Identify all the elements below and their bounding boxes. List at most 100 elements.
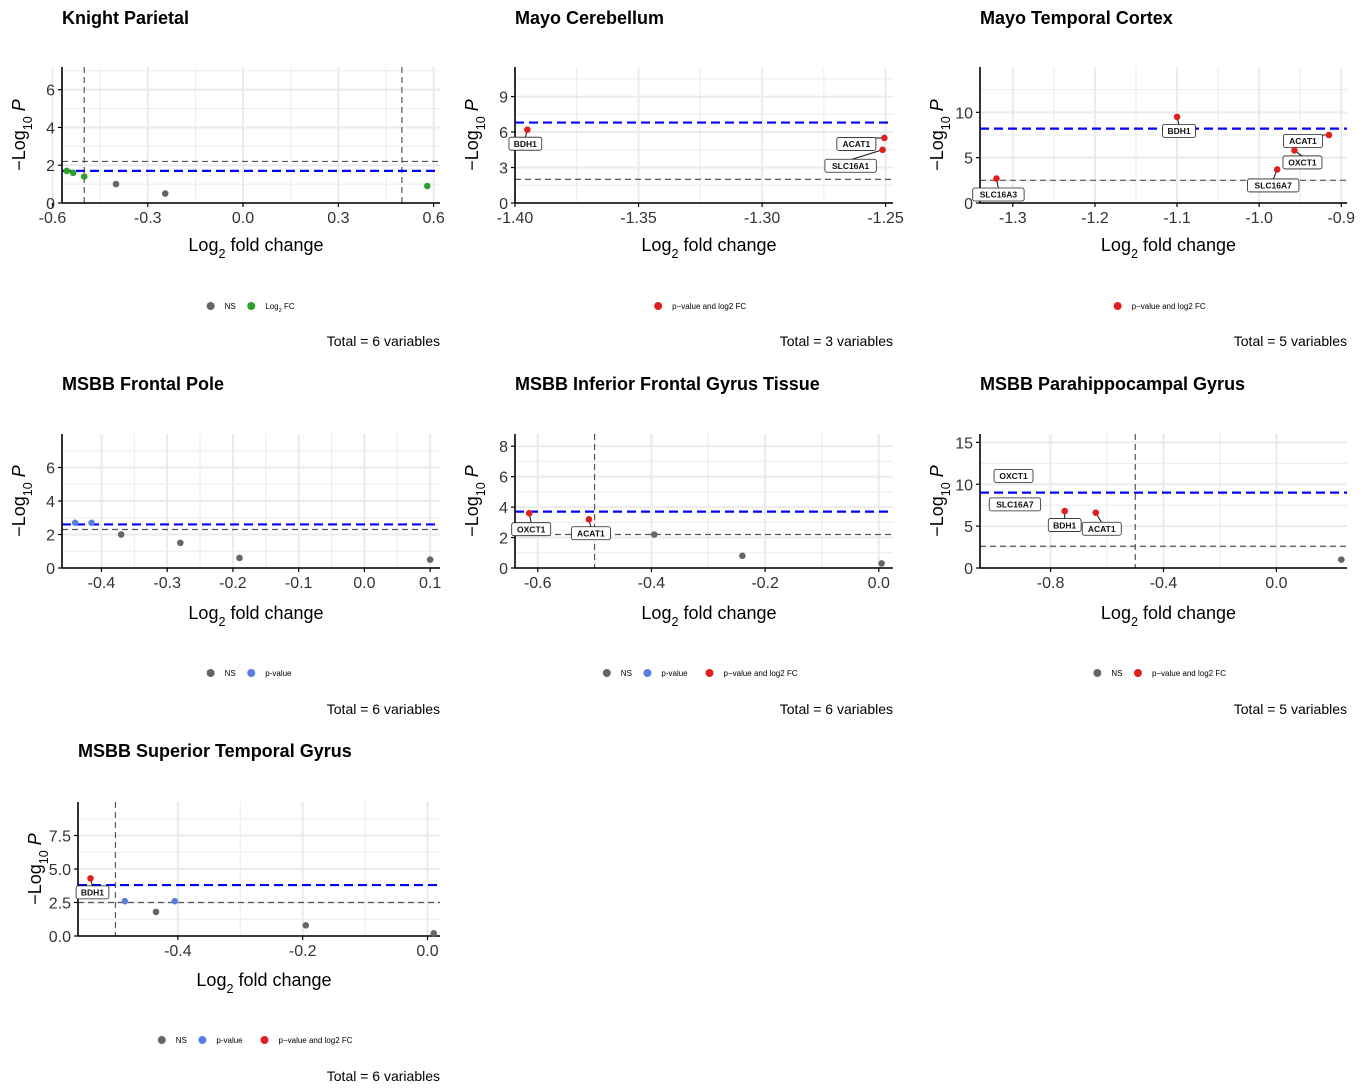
x-tick-label: -0.3 <box>153 575 181 592</box>
gene-label-box <box>1247 178 1300 193</box>
gene-label: SLC16A7 <box>996 500 1034 510</box>
data-point <box>1338 556 1345 563</box>
x-tick-label: 0.0 <box>416 943 438 960</box>
data-point <box>171 897 179 905</box>
y-tick-label: 0.0 <box>49 929 71 946</box>
gene-label: ACAT1 <box>1088 524 1116 534</box>
legend-label: p−value and log2 FC <box>1132 302 1206 311</box>
data-point <box>177 539 184 547</box>
y-tick-label: 5 <box>964 519 973 536</box>
data-point <box>121 897 129 905</box>
x-tick-label: -1.30 <box>744 210 781 227</box>
chart-title: MSBB Inferior Frontal Gyrus Tissue <box>515 374 820 394</box>
y-axis-label: −Log10 P <box>462 99 488 171</box>
legend-label: NS <box>1111 669 1122 678</box>
gene-label: SLC16A3 <box>980 190 1018 200</box>
x-tick-label: -0.3 <box>134 210 162 227</box>
data-point <box>1173 113 1181 121</box>
legend-label: p−value and log2 FC <box>1152 669 1226 678</box>
panel-1: Knight Parietal -0.6 -0.3 0.0 0.3 0.6 0 2 4 6 Log2… <box>9 8 445 349</box>
x-tick-label: 0.3 <box>327 210 349 227</box>
x-axis-label: Log2 fold change <box>641 235 776 261</box>
y-tick-label: 0 <box>964 196 973 213</box>
y-tick-label: 8 <box>499 439 508 456</box>
data-point <box>236 554 243 562</box>
legend: NS Log2 FC <box>206 302 295 314</box>
caption: Total = 3 variables <box>780 333 893 349</box>
gene-label: ACAT1 <box>577 528 605 538</box>
data-point <box>63 167 71 175</box>
data-point <box>650 531 658 538</box>
legend-key <box>206 669 215 677</box>
data-point <box>69 169 77 177</box>
gene-label-box <box>836 137 877 151</box>
y-tick-label: 15 <box>955 435 973 452</box>
x-axis-label: Log2 fold change <box>188 235 323 261</box>
x-tick-label: -0.6 <box>524 575 552 592</box>
legend-key <box>157 1036 166 1044</box>
gene-label: ACAT1 <box>1289 136 1317 146</box>
gene-label: BDH1 <box>81 888 104 898</box>
x-tick-label: 0.0 <box>1265 575 1287 592</box>
data-point <box>524 126 531 133</box>
legend-label: p-value <box>265 669 292 678</box>
gene-label-box <box>988 497 1042 512</box>
y-axis-label: −Log10 P <box>462 465 488 537</box>
y-tick-label: 9 <box>499 90 508 107</box>
data-point <box>426 556 434 563</box>
legend: NS p-value p−value and log2 FC <box>157 1036 353 1045</box>
gene-label-box <box>1282 155 1323 170</box>
data-point <box>1273 166 1281 173</box>
caption: Total = 5 variables <box>1234 701 1347 717</box>
data-point <box>112 180 120 188</box>
y-tick-label: 0 <box>46 561 55 578</box>
data-point <box>525 509 533 517</box>
legend: NS p-value <box>206 669 292 678</box>
y-tick-label: 6 <box>499 470 508 487</box>
caption: Total = 6 variables <box>327 333 440 349</box>
y-tick-label: 4 <box>46 120 55 137</box>
legend-key <box>247 302 256 310</box>
panel-6: MSBB Parahippocampal Gyrus -0.8 -0.4 0.0 0 5 1… <box>927 374 1347 717</box>
legend: NS p-value p−value and log2 FC <box>602 669 798 678</box>
x-axis-label: Log2 fold change <box>1101 235 1236 261</box>
data-point <box>88 519 95 527</box>
y-axis-label: −Log10 P <box>927 99 953 171</box>
y-tick-label: 2 <box>46 528 55 545</box>
legend-key <box>602 669 611 677</box>
y-tick-label: 6 <box>46 83 55 100</box>
y-tick-label: 0 <box>499 561 508 578</box>
legend-key <box>1113 302 1122 310</box>
gene-label-box <box>972 187 1025 202</box>
legend-label: p−value and log2 FC <box>672 302 746 311</box>
y-tick-label: 0 <box>499 196 508 213</box>
legend-key <box>1093 669 1102 677</box>
gene-label-box <box>570 526 611 541</box>
legend-label: NS <box>176 1036 187 1045</box>
legend-key <box>1133 669 1142 677</box>
x-tick-label: -1.40 <box>497 210 534 227</box>
legend-label: p-value <box>216 1036 243 1045</box>
gene-label-box <box>1081 521 1122 536</box>
panel-2: Mayo Cerebellum -1.40 -1.35 -1.30 -1.25 0 3 6 9 L… <box>462 8 904 349</box>
x-tick-label: -1.25 <box>867 210 904 227</box>
data-point <box>423 182 431 190</box>
legend-key <box>705 669 714 677</box>
gene-label-box <box>1047 518 1082 532</box>
x-tick-label: -1.35 <box>620 210 657 227</box>
legend-label: Log2 FC <box>265 302 295 314</box>
y-tick-label: 10 <box>955 105 973 122</box>
data-point <box>87 875 94 882</box>
data-point <box>1291 147 1298 154</box>
legend-label: NS <box>225 302 236 311</box>
gene-label: ACAT1 <box>842 139 870 149</box>
y-tick-label: 4 <box>499 500 508 517</box>
x-tick-label: -0.2 <box>289 943 317 960</box>
panel-3: Mayo Temporal Cortex -1.3 -1.2 -1.1 -1.0 -0.9… <box>927 8 1355 349</box>
x-tick-label: -0.4 <box>1150 575 1178 592</box>
legend-key <box>198 1036 207 1044</box>
gene-label-box <box>1162 123 1196 138</box>
y-tick-label: 2.5 <box>49 896 71 913</box>
gene-label: BDH1 <box>514 139 537 149</box>
